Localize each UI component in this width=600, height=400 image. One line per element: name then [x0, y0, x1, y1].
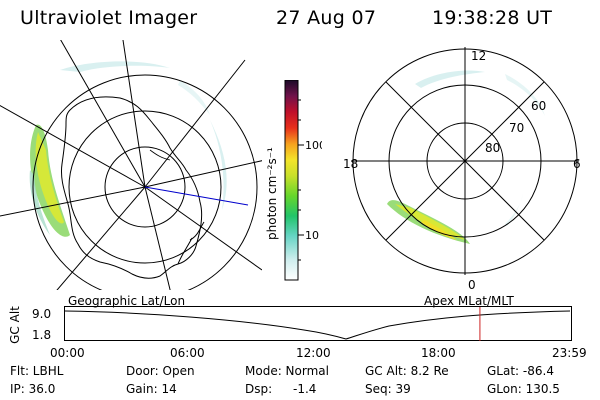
- strip-axis-name: GC Alt: [7, 306, 22, 344]
- color-scale-bar: 100 10 photon cm⁻²s⁻¹: [265, 80, 322, 281]
- strip-x-tick-0000: 00:00: [50, 346, 85, 360]
- colorbar-unit-label: photon cm⁻²s⁻¹: [265, 147, 279, 240]
- flt-info: Flt: LBHL: [10, 364, 64, 378]
- strip-y-tick-bottom: 1.8: [32, 328, 52, 342]
- strip-x-tick-1800: 18:00: [421, 346, 456, 360]
- mlt-label-6: 6: [573, 157, 581, 171]
- strip-x-tick-0600: 06:00: [170, 346, 205, 360]
- strip-left-title: Geographic Lat/Lon: [68, 294, 186, 308]
- mlat-label-70: 70: [509, 121, 524, 135]
- mlt-label-12: 12: [471, 49, 486, 63]
- coastline: [61, 96, 203, 279]
- glat-info: GLat: -86.4: [487, 364, 554, 378]
- mlt-label-18: 18: [343, 157, 358, 171]
- time-label: 19:38:28 UT: [432, 7, 553, 29]
- date-label: 27 Aug 07: [276, 7, 377, 29]
- instrument-title: Ultraviolet Imager: [20, 7, 198, 29]
- dsp-value: -1.4: [293, 382, 317, 396]
- mlat-label-80: 80: [485, 141, 500, 155]
- mlt-label-0: 0: [468, 278, 476, 292]
- gcalt-info: GC Alt: 8.2 Re: [365, 364, 449, 378]
- door-info: Door: Open: [126, 364, 195, 378]
- altitude-curve: [64, 310, 571, 340]
- colorbar-tick-10: 10: [305, 229, 319, 242]
- glon-info: GLon: 130.5: [487, 382, 560, 396]
- altitude-strip-plot: [64, 306, 572, 341]
- ip-info: IP: 36.0: [10, 382, 56, 396]
- mode-info: Mode: Normal: [245, 364, 329, 378]
- aurora-emission-left: [29, 61, 227, 237]
- mlat-label-60: 60: [531, 99, 546, 113]
- strip-right-title: Apex MLat/MLT: [424, 294, 514, 308]
- geographic-map: [0, 40, 262, 290]
- strip-x-tick-2359: 23:59: [552, 346, 587, 360]
- strip-y-tick-top: 9.0: [32, 307, 52, 321]
- seq-info: Seq: 39: [365, 382, 411, 396]
- dsp-label: Dsp:: [245, 382, 273, 396]
- satellite-ground-track: [144, 186, 249, 206]
- strip-x-tick-1200: 12:00: [296, 346, 331, 360]
- gain-info: Gain: 14: [126, 382, 177, 396]
- colorbar-tick-100: 100: [305, 139, 322, 152]
- magnetic-map: 12 18 6 0 60 70 80: [343, 47, 581, 292]
